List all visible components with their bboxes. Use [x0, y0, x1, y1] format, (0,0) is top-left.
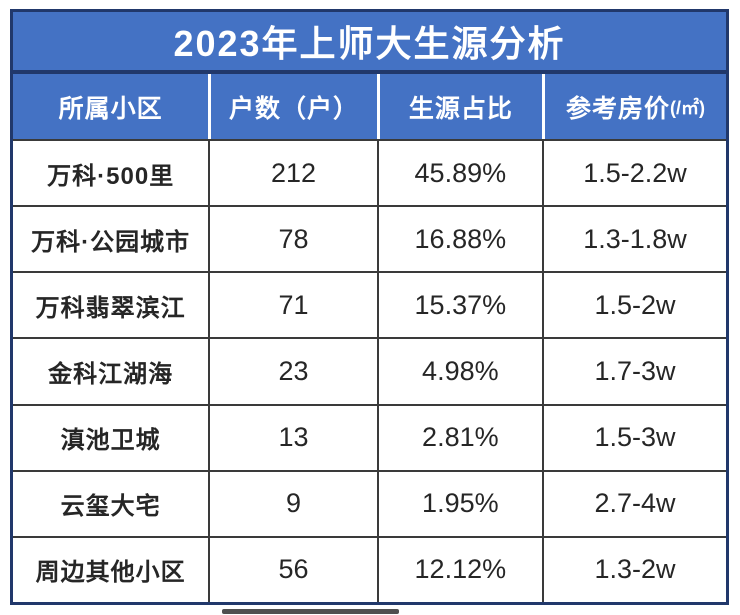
table-row: 万科·500里 212 45.89% 1.5-2.2w [13, 139, 726, 206]
table-row: 万科·公园城市 78 16.88% 1.3-1.8w [13, 205, 726, 272]
cell-price: 1.5-2w [542, 273, 726, 338]
cropped-element-edge [222, 609, 399, 614]
cell-share: 15.37% [376, 273, 542, 338]
header-price-unit: (/㎡) [670, 97, 706, 118]
cell-households: 78 [208, 207, 376, 272]
cell-households: 13 [208, 405, 376, 470]
cell-share: 45.89% [376, 141, 542, 206]
cell-households: 212 [208, 141, 376, 206]
source-analysis-table: 2023年上师大生源分析 所属小区 户数（户） 生源占比 参考房价 (/㎡) 万科… [10, 9, 729, 605]
cell-price: 1.7-3w [542, 339, 726, 404]
cell-households: 56 [208, 537, 376, 602]
cell-community: 万科翡翠滨江 [35, 294, 186, 322]
cell-households: 9 [208, 471, 376, 536]
cell-community: 万科·公园城市 [31, 228, 191, 256]
table-row: 云玺大宅 9 1.95% 2.7-4w [13, 469, 726, 536]
table-header-row: 所属小区 户数（户） 生源占比 参考房价 (/㎡) [13, 74, 726, 139]
cell-price: 2.7-4w [542, 471, 726, 536]
table-title: 2023年上师大生源分析 [13, 12, 726, 74]
cell-price: 1.3-1.8w [542, 207, 726, 272]
cell-community: 万科·500里 [47, 162, 175, 190]
header-cell-share: 生源占比 [376, 74, 542, 139]
table-row: 金科江湖海 23 4.98% 1.7-3w [13, 337, 726, 404]
header-price-label: 参考房价 [566, 94, 671, 123]
cell-share: 16.88% [376, 207, 542, 272]
table-row: 滇池卫城 13 2.81% 1.5-3w [13, 403, 726, 470]
header-cell-community: 所属小区 [58, 94, 163, 123]
header-cell-households: 户数（户） [208, 74, 376, 139]
cell-households: 71 [208, 273, 376, 338]
table-row: 万科翡翠滨江 71 15.37% 1.5-2w [13, 271, 726, 338]
cell-community: 云玺大宅 [60, 493, 161, 521]
cell-share: 2.81% [376, 405, 542, 470]
cell-price: 1.5-2.2w [542, 141, 726, 206]
cell-share: 12.12% [376, 537, 542, 602]
header-cell-price: 参考房价 (/㎡) [542, 74, 726, 139]
table-body: 万科·500里 212 45.89% 1.5-2.2w 万科·公园城市 78 1… [13, 139, 726, 602]
cell-share: 4.98% [376, 339, 542, 404]
cell-community: 金科江湖海 [48, 360, 174, 388]
table-row: 周边其他小区 56 12.12% 1.3-2w [13, 535, 726, 602]
cell-price: 1.5-3w [542, 405, 726, 470]
cell-households: 23 [208, 339, 376, 404]
cell-community: 周边其他小区 [35, 559, 186, 587]
cell-share: 1.95% [376, 471, 542, 536]
cell-community: 滇池卫城 [60, 427, 161, 455]
cell-price: 1.3-2w [542, 537, 726, 602]
